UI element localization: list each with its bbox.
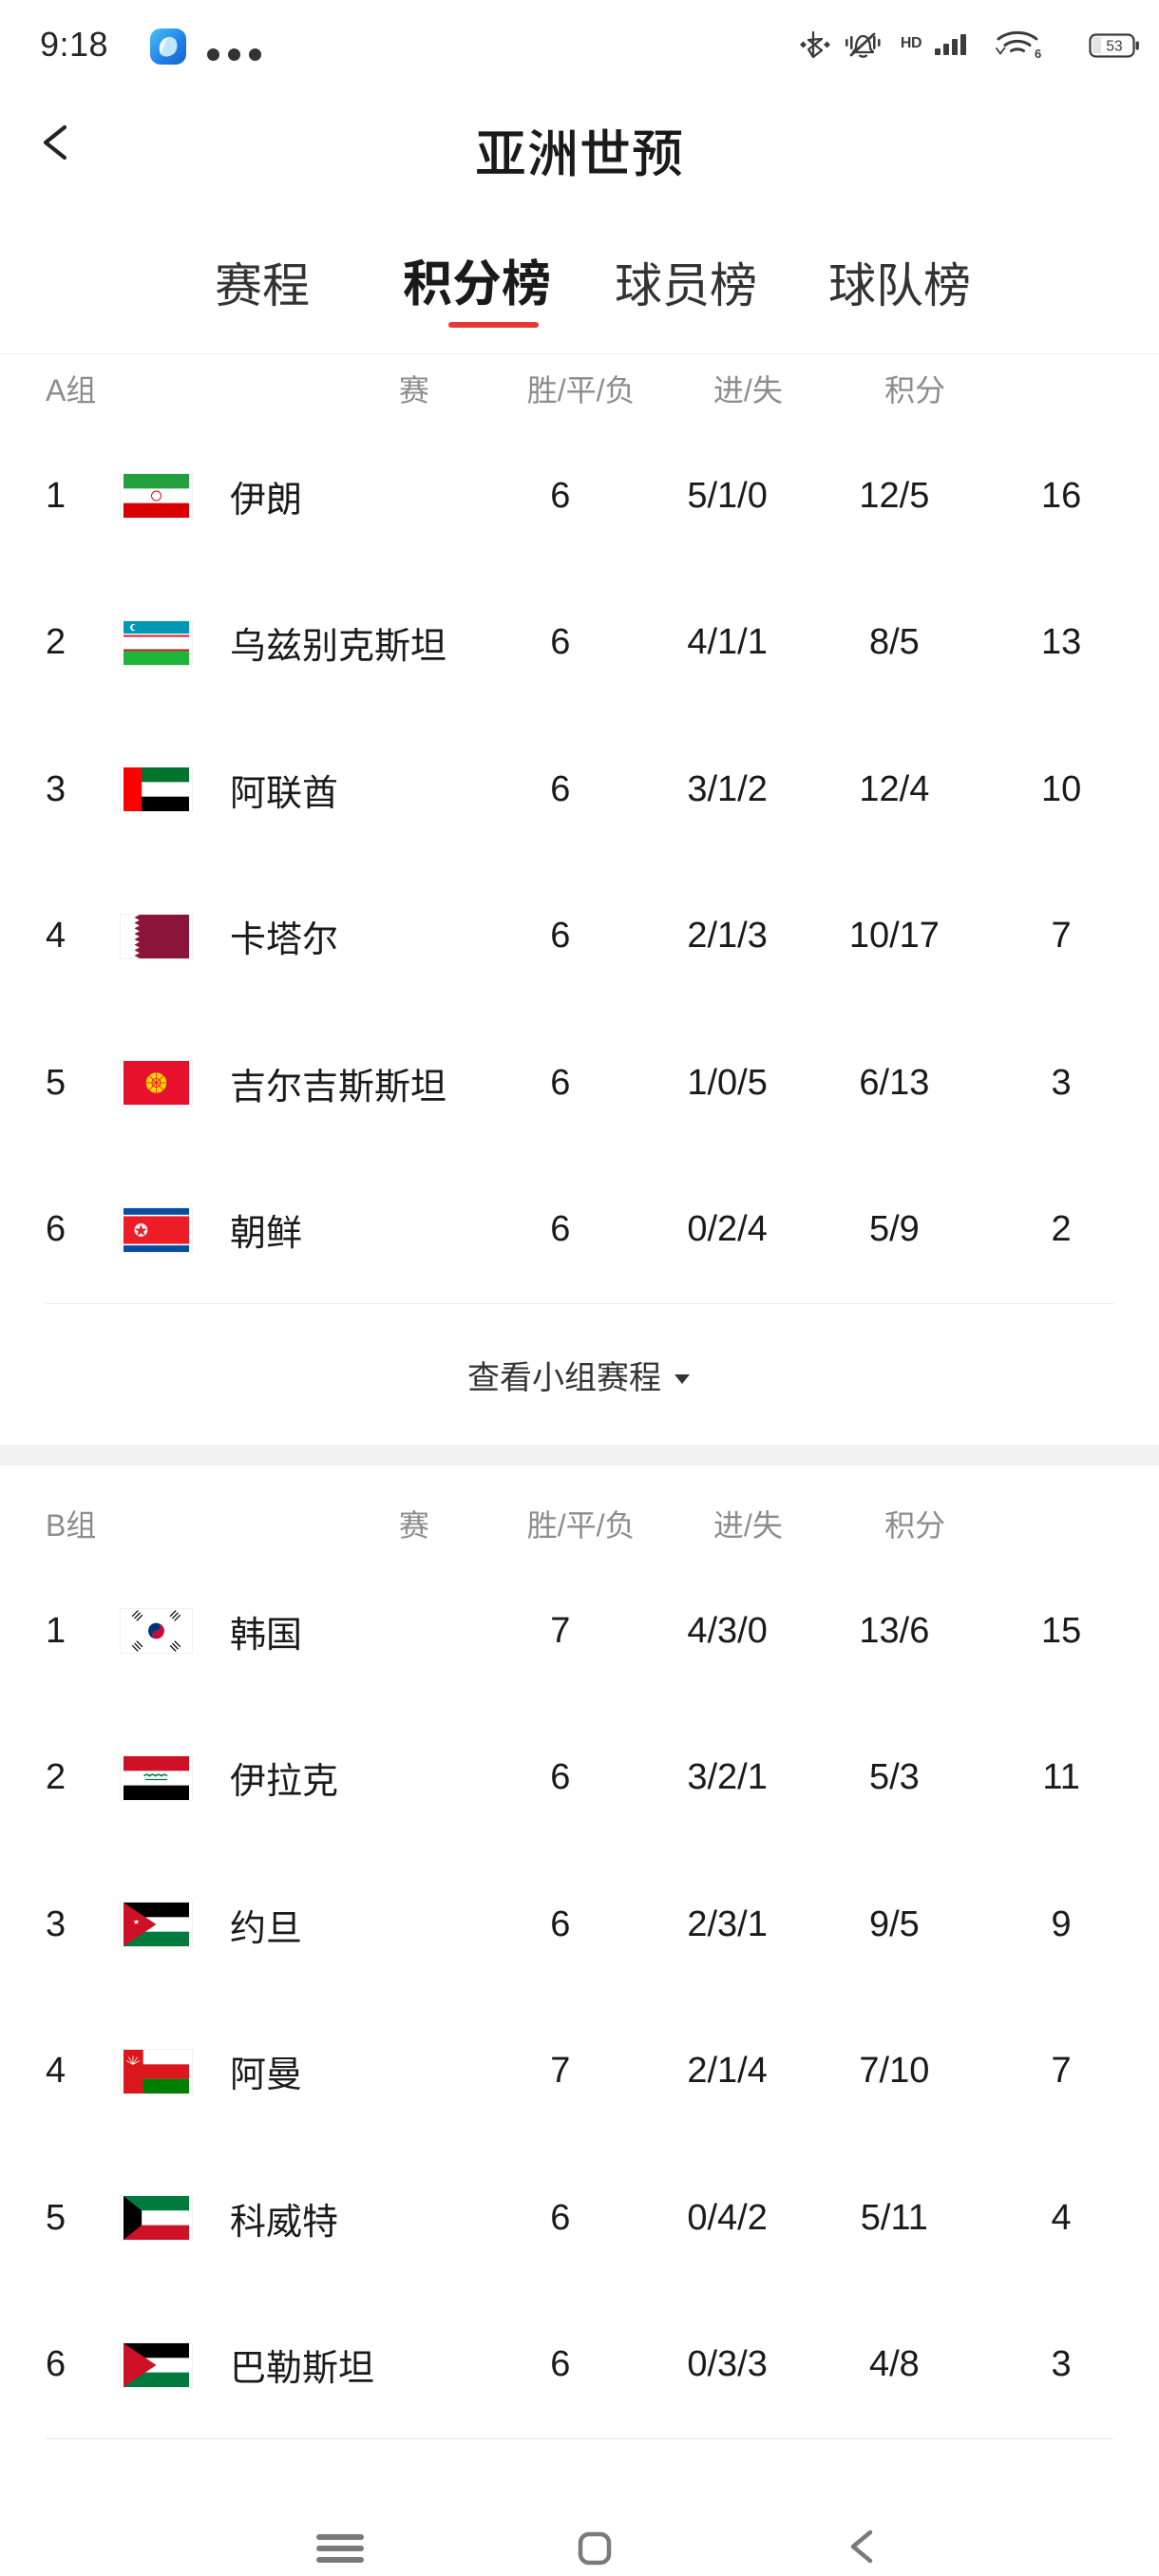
svg-text:53: 53 — [1106, 39, 1122, 55]
svg-text:6: 6 — [1035, 47, 1041, 59]
